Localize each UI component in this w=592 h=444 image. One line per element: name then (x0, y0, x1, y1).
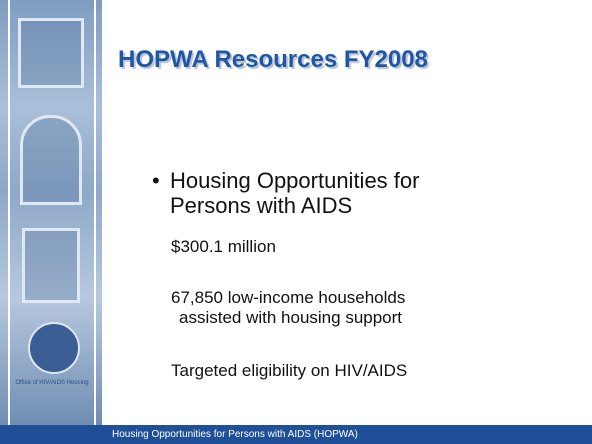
text-line: 67,850 low-income households assisted wi… (171, 288, 406, 327)
window-image (20, 115, 82, 205)
seal (28, 322, 80, 374)
title: HOPWA Resources FY2008 (118, 46, 428, 73)
seal-caption: Office of HIV/AIDS Housing (15, 380, 89, 386)
footer-bar: Housing Opportunities for Persons with A… (0, 425, 592, 444)
photo-strip: Office of HIV/AIDS Housing (0, 0, 102, 425)
window-image (22, 228, 80, 303)
text-line: Targeted eligibility on HIV/AIDS (171, 361, 408, 380)
text-line: $300.1 million (171, 237, 276, 256)
footer-text: Housing Opportunities for Persons with A… (112, 429, 358, 440)
frame (8, 0, 96, 425)
bullet: Housing Opportunities for Persons with A… (152, 168, 460, 218)
window-image (18, 18, 84, 88)
